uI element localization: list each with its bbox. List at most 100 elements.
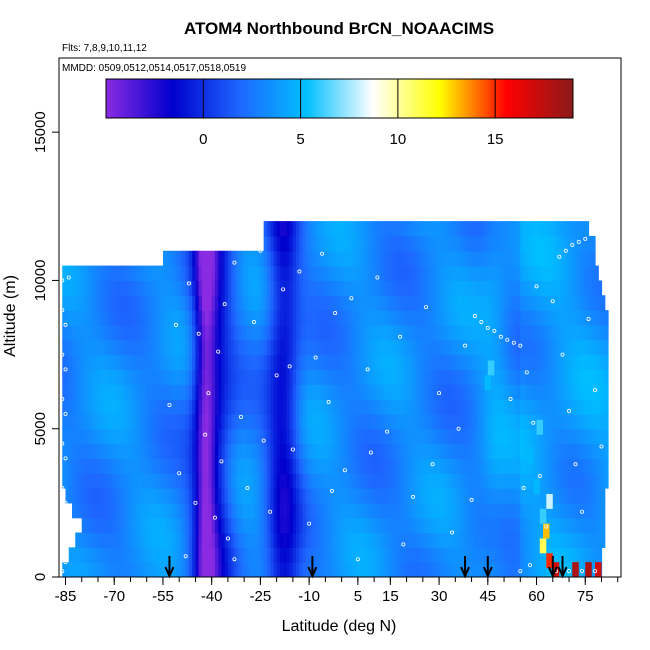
heatmap-cell: [413, 458, 417, 474]
heatmap-cell: [110, 369, 115, 385]
heatmap-cell: [536, 369, 541, 385]
heatmap-cell: [439, 339, 443, 356]
heatmap-cell: [552, 265, 557, 282]
heatmap-cell: [331, 547, 336, 563]
heatmap-cell: [325, 443, 330, 459]
heatmap-cell: [474, 428, 479, 445]
heatmap-cell: [179, 399, 184, 415]
observation-point: [60, 569, 65, 574]
heatmap-cell: [578, 443, 583, 459]
heatmap-cell: [458, 310, 463, 326]
heatmap-cell: [465, 339, 469, 356]
heatmap-cell: [445, 473, 450, 489]
heatmap-cell: [286, 399, 291, 415]
heatmap-cell: [419, 502, 424, 519]
heatmap-cell: [370, 502, 375, 519]
heatmap-cell: [335, 547, 339, 563]
heatmap-cell: [582, 310, 586, 326]
heatmap-cell: [198, 502, 203, 519]
heatmap-cell: [432, 369, 437, 385]
heatmap-cell: [231, 295, 236, 311]
heatmap-cell: [390, 517, 395, 534]
heatmap-cell: [575, 235, 580, 252]
heatmap-cell: [461, 235, 466, 252]
heatmap-cell: [224, 265, 229, 282]
heatmap-cell: [335, 235, 339, 252]
heatmap-cell: [601, 443, 606, 459]
heatmap-cell: [520, 324, 525, 341]
heatmap-cell: [101, 413, 106, 430]
heatmap-cell: [474, 265, 479, 282]
heatmap-cell: [357, 562, 362, 577]
heatmap-cell: [474, 443, 479, 459]
heatmap-cell: [452, 428, 456, 445]
heatmap-cell: [380, 413, 385, 430]
heatmap-cell: [309, 324, 313, 341]
observation-point: [557, 254, 562, 259]
heatmap-cell: [214, 473, 219, 489]
heatmap-cell: [162, 488, 167, 504]
heatmap-cell: [192, 310, 197, 326]
heatmap-cell: [507, 458, 512, 474]
heatmap-cell: [166, 547, 171, 563]
heatmap-cell: [351, 413, 356, 430]
heatmap-cell: [400, 473, 404, 489]
observation-point: [430, 462, 435, 467]
heatmap-cell: [227, 443, 232, 459]
heatmap-cell: [494, 413, 499, 430]
heatmap-cell: [380, 532, 385, 548]
heatmap-cell: [468, 502, 473, 519]
heatmap-cell: [328, 354, 333, 370]
heatmap-cell: [390, 324, 395, 341]
heatmap-cell: [309, 250, 313, 267]
heatmap-cell: [591, 310, 596, 326]
heatmap-cell: [517, 547, 521, 563]
heatmap-cell: [562, 310, 567, 326]
heatmap-cell: [357, 413, 362, 430]
heatmap-cell: [523, 280, 528, 296]
heatmap-cell: [283, 473, 287, 489]
heatmap-cell: [565, 339, 570, 356]
heatmap-cell: [328, 458, 333, 474]
heatmap-cell: [91, 369, 96, 385]
heatmap-cell: [552, 354, 557, 370]
heatmap-cell: [396, 413, 401, 430]
hotspot-cell: [539, 538, 547, 554]
heatmap-cell: [182, 532, 187, 548]
heatmap-cell: [253, 280, 258, 296]
observation-point: [173, 322, 178, 327]
heatmap-cell: [94, 265, 99, 282]
heatmap-cell: [552, 384, 557, 400]
heatmap-cell: [166, 443, 171, 459]
heatmap-cell: [383, 399, 388, 415]
heatmap-cell: [309, 310, 313, 326]
heatmap-cell: [416, 324, 421, 341]
heatmap-cell: [227, 532, 232, 548]
heatmap-cell: [133, 458, 138, 474]
heatmap-cell: [559, 502, 564, 519]
heatmap-cell: [432, 265, 437, 282]
heatmap-cell: [400, 458, 404, 474]
heatmap-cell: [377, 562, 382, 577]
heatmap-cell: [374, 324, 378, 341]
heatmap-cell: [260, 488, 265, 504]
heatmap-cell: [328, 265, 333, 282]
heatmap-cell: [559, 295, 564, 311]
heatmap-cell: [179, 369, 184, 385]
heatmap-cell: [62, 280, 67, 296]
heatmap-cell: [406, 458, 411, 474]
heatmap-cell: [71, 369, 76, 385]
heatmap-cell: [517, 473, 521, 489]
heatmap-cell: [348, 339, 352, 356]
heatmap-cell: [266, 413, 271, 430]
heatmap-cell: [393, 532, 398, 548]
heatmap-cell: [130, 413, 135, 430]
heatmap-cell: [159, 458, 164, 474]
heatmap-cell: [588, 502, 593, 519]
heatmap-cell: [403, 369, 408, 385]
heatmap-cell: [461, 562, 466, 577]
observation-point: [193, 500, 198, 505]
heatmap-cell: [416, 295, 421, 311]
heatmap-cell: [556, 324, 560, 341]
heatmap-cell: [387, 221, 391, 237]
